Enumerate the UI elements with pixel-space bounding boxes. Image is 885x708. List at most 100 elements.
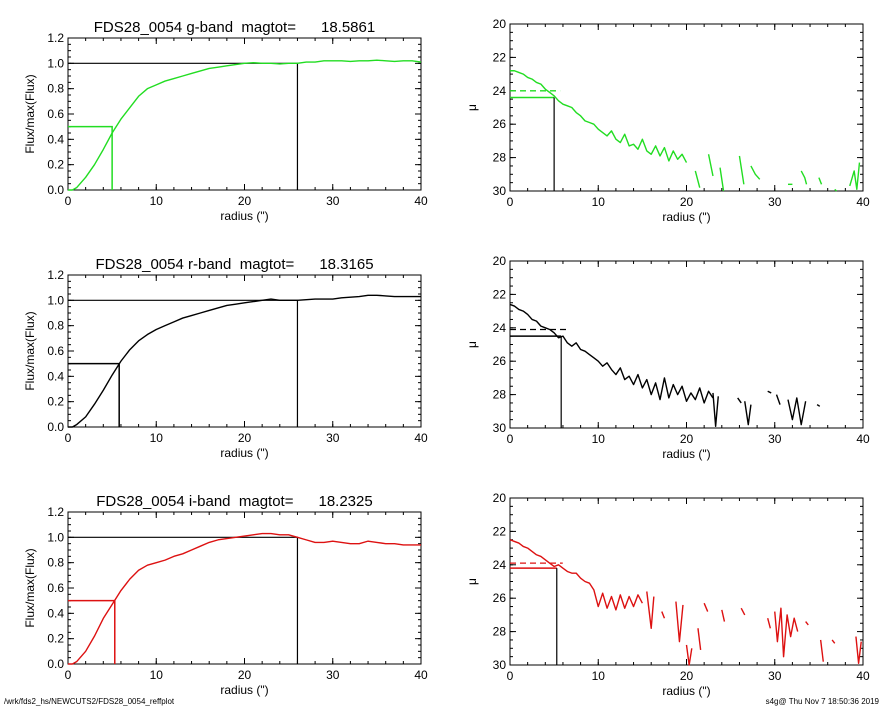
- y-tick-label: 30: [493, 421, 507, 435]
- y-tick-label: 26: [493, 591, 507, 605]
- data-series-0: [509, 539, 643, 611]
- x-tick-label: 20: [238, 668, 252, 682]
- x-tick-label: 40: [856, 195, 870, 209]
- y-tick-label: 0.8: [47, 319, 64, 333]
- x-tick-label: 10: [592, 669, 606, 683]
- panel-title: FDS28_0054 g-band magtot= 18.5861: [94, 19, 375, 36]
- y-tick-label: 22: [493, 524, 507, 538]
- y-tick-label: 30: [493, 658, 507, 672]
- x-tick-label: 40: [856, 669, 870, 683]
- footer-path: /wrk/fds2_hs/NEWCUTS2/FDS28_0054_reffplo…: [4, 697, 175, 706]
- y-tick-label: 0.2: [47, 632, 64, 646]
- y-axis-label: Flux/max(Flux): [23, 548, 37, 627]
- data-series-1: [646, 591, 655, 629]
- y-tick-label: 20: [493, 17, 507, 31]
- y-tick-label: 22: [493, 50, 507, 64]
- x-tick-label: 20: [680, 195, 694, 209]
- data-series-4: [738, 155, 745, 185]
- y-axis-label: Flux/max(Flux): [23, 311, 37, 390]
- data-series-9: [834, 188, 838, 192]
- y-tick-label: 20: [493, 491, 507, 505]
- data-series-1: [712, 392, 719, 428]
- y-tick-label: 0.2: [47, 158, 64, 172]
- plot-frame: [509, 260, 864, 429]
- footer-timestamp: s4g@ Thu Nov 7 18:50:36 2019: [765, 697, 879, 706]
- y-tick-label: 0.6: [47, 344, 64, 358]
- x-tick-label: 30: [326, 431, 340, 445]
- data-series-10: [849, 162, 861, 191]
- data-series-3: [675, 601, 684, 643]
- x-axis-label: radius ("): [662, 684, 710, 698]
- plot-frame: [509, 497, 864, 666]
- panel-title: FDS28_0054 r-band magtot= 18.3165: [95, 256, 373, 273]
- x-tick-label: 40: [414, 431, 428, 445]
- x-tick-label: 0: [507, 432, 514, 446]
- x-tick-label: 40: [414, 194, 428, 208]
- y-tick-label: 1.2: [47, 505, 64, 519]
- data-series-7: [721, 609, 726, 622]
- x-tick-label: 10: [150, 194, 164, 208]
- y-tick-label: 24: [493, 84, 507, 98]
- plot-frame: [67, 511, 422, 665]
- panel-3: 0 10 20 30 40 20 22 24 26 28 30 radius (") μ: [465, 254, 870, 461]
- data-series-6: [787, 397, 807, 426]
- data-series-1: [694, 170, 701, 188]
- data-series-14: [855, 636, 862, 665]
- half-light-marker: [68, 362, 120, 427]
- y-tick-label: 1.0: [47, 56, 64, 70]
- x-tick-label: 30: [768, 432, 782, 446]
- y-tick-label: 1.2: [47, 31, 64, 45]
- data-series-0: [68, 532, 421, 665]
- panel-2: 0 10 20 30 40 0.0 0.2 0.4 0.6 0.8 1.0 1.2 radius (")…: [23, 256, 428, 460]
- x-tick-label: 0: [507, 195, 514, 209]
- x-tick-label: 20: [238, 431, 252, 445]
- x-axis-label: radius ("): [220, 683, 268, 697]
- y-tick-label: 0.8: [47, 556, 64, 570]
- data-series-0: [510, 70, 688, 163]
- x-tick-label: 40: [414, 668, 428, 682]
- x-axis-label: radius ("): [662, 447, 710, 461]
- data-series-5: [697, 628, 702, 651]
- panel-1: 0 10 20 30 40 20 22 24 26 28 30 radius (") μ: [465, 17, 870, 224]
- data-series-0: [68, 294, 421, 428]
- y-tick-label: 28: [493, 151, 507, 165]
- panel-title: FDS28_0054 i-band magtot= 18.2325: [96, 493, 372, 510]
- panel-4: 0 10 20 30 40 0.0 0.2 0.4 0.6 0.8 1.0 1.2 radius (")…: [23, 493, 428, 697]
- y-axis-label: μ: [465, 341, 479, 348]
- x-tick-label: 20: [680, 669, 694, 683]
- y-tick-label: 0.8: [47, 82, 64, 96]
- panel-5: 0 10 20 30 40 20 22 24 26 28 30 radius (") μ: [465, 491, 870, 698]
- y-axis-label: μ: [465, 104, 479, 111]
- x-tick-label: 0: [65, 431, 72, 445]
- x-tick-label: 10: [592, 432, 606, 446]
- x-tick-label: 10: [592, 195, 606, 209]
- plot-frame: [67, 274, 422, 428]
- data-series-8: [740, 607, 746, 616]
- y-tick-label: 0.4: [47, 369, 64, 383]
- x-tick-label: 30: [768, 195, 782, 209]
- data-series-2: [661, 611, 666, 619]
- y-tick-label: 1.2: [47, 268, 64, 282]
- x-axis-label: radius ("): [220, 209, 268, 223]
- y-tick-label: 1.0: [47, 293, 64, 307]
- y-tick-label: 24: [493, 321, 507, 335]
- data-series-3: [744, 401, 752, 426]
- data-series-12: [819, 639, 824, 662]
- y-tick-label: 0.4: [47, 606, 64, 620]
- y-tick-label: 0.0: [47, 183, 64, 197]
- x-axis-label: radius ("): [220, 446, 268, 460]
- y-tick-label: 0.0: [47, 420, 64, 434]
- data-series-3: [719, 167, 725, 192]
- data-series-8: [818, 177, 823, 185]
- data-series-0: [68, 59, 422, 191]
- x-tick-label: 30: [326, 668, 340, 682]
- y-tick-label: 28: [493, 625, 507, 639]
- data-series-7: [800, 170, 808, 185]
- x-tick-label: 0: [507, 669, 514, 683]
- y-tick-label: 26: [493, 354, 507, 368]
- panel-0: 0 10 20 30 40 0.0 0.2 0.4 0.6 0.8 1.0 1.2 radius (")…: [23, 19, 428, 223]
- y-axis-label: μ: [465, 578, 479, 585]
- data-series-11: [805, 621, 809, 626]
- x-tick-label: 30: [326, 194, 340, 208]
